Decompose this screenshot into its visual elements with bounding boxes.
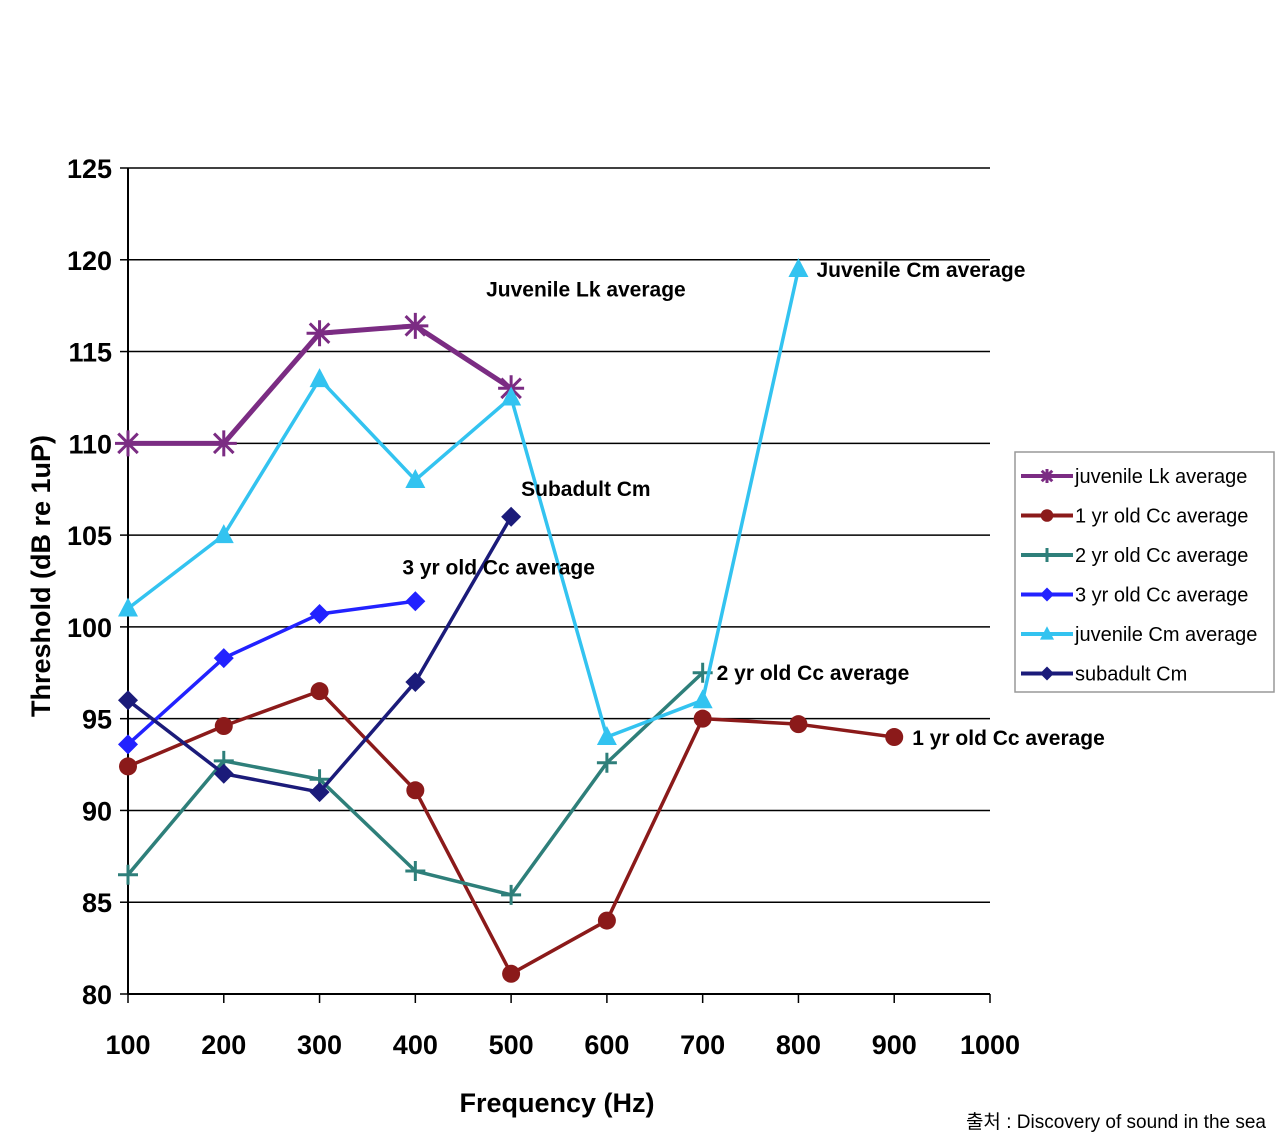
legend-box bbox=[1014, 451, 1275, 693]
data-point bbox=[885, 728, 904, 747]
data-point bbox=[596, 752, 617, 773]
data-point bbox=[692, 689, 713, 709]
y-tick-label: 100 bbox=[67, 613, 112, 643]
data-point bbox=[405, 469, 426, 489]
series-5 bbox=[118, 257, 809, 746]
data-point bbox=[406, 781, 425, 800]
data-point bbox=[210, 430, 237, 457]
x-tick-label: 200 bbox=[201, 1030, 246, 1060]
annotation-label: 3 yr old Cc average bbox=[402, 557, 595, 580]
annotation-label: 2 yr old Cc average bbox=[717, 662, 910, 685]
data-point bbox=[502, 964, 521, 983]
y-tick-label: 115 bbox=[68, 338, 112, 368]
legend-label: 1 yr old Cc average bbox=[1075, 506, 1248, 528]
data-point bbox=[1040, 626, 1054, 640]
legend-label: juvenile Cm average bbox=[1074, 624, 1257, 646]
data-point bbox=[405, 861, 426, 882]
legend-item: 1 yr old Cc average bbox=[1021, 506, 1248, 528]
data-point bbox=[115, 430, 141, 457]
series-2 bbox=[119, 682, 904, 983]
annotation-label: Subadult Cm bbox=[521, 478, 651, 501]
x-tick-label: 400 bbox=[393, 1030, 438, 1060]
annotation-label: Juvenile Lk average bbox=[486, 279, 686, 302]
data-point bbox=[309, 604, 330, 625]
data-point bbox=[788, 257, 809, 277]
data-point bbox=[118, 690, 138, 711]
legend-item: 2 yr old Cc average bbox=[1021, 545, 1248, 567]
x-tick-label: 100 bbox=[105, 1030, 150, 1060]
data-point bbox=[1040, 469, 1054, 483]
x-tick-label: 1000 bbox=[960, 1030, 1020, 1060]
legend-item: juvenile Lk average bbox=[1021, 466, 1247, 488]
legend-label: 3 yr old Cc average bbox=[1075, 585, 1248, 607]
data-point bbox=[1040, 666, 1054, 681]
y-axis-title: Threshold (dB re 1uP) bbox=[26, 435, 56, 717]
x-tick-label: 900 bbox=[872, 1030, 917, 1060]
data-point bbox=[119, 757, 137, 776]
series-6 bbox=[118, 506, 522, 803]
data-point bbox=[214, 717, 233, 736]
y-tick-label: 125 bbox=[67, 154, 112, 184]
x-tick-label: 800 bbox=[776, 1030, 821, 1060]
data-point bbox=[501, 506, 522, 527]
legend-label: juvenile Lk average bbox=[1074, 466, 1247, 488]
legend: juvenile Lk average 1 yr old Cc average 2 … bbox=[1014, 451, 1275, 693]
data-point bbox=[213, 524, 234, 544]
y-tick-label: 120 bbox=[67, 246, 112, 276]
data-point bbox=[310, 682, 329, 701]
x-tick-label: 700 bbox=[680, 1030, 725, 1060]
source-note: 출처 : Discovery of sound in the sea bbox=[965, 1112, 1266, 1133]
data-point bbox=[789, 715, 808, 734]
annotation-label: 1 yr old Cc average bbox=[912, 727, 1105, 750]
data-point bbox=[118, 864, 138, 885]
data-point bbox=[213, 648, 234, 669]
y-tick-label: 80 bbox=[82, 980, 112, 1010]
legend-label: subadult Cm bbox=[1075, 664, 1187, 686]
x-axis-title: Frequency (Hz) bbox=[459, 1088, 654, 1118]
data-point bbox=[402, 312, 429, 339]
data-point bbox=[405, 671, 426, 692]
data-point bbox=[309, 368, 330, 388]
data-point bbox=[1040, 509, 1054, 522]
legend-label: 2 yr old Cc average bbox=[1075, 545, 1248, 567]
legend-item: juvenile Cm average bbox=[1021, 624, 1257, 646]
x-tick-label: 300 bbox=[297, 1030, 342, 1060]
y-tick-label: 95 bbox=[82, 705, 112, 735]
data-point bbox=[596, 726, 617, 746]
data-point bbox=[1040, 548, 1054, 562]
annotations: Juvenile Cm average Juvenile Lk average Su… bbox=[402, 259, 1104, 750]
y-tick-label: 105 bbox=[67, 521, 112, 551]
x-tick-label: 500 bbox=[489, 1030, 534, 1060]
data-point bbox=[501, 386, 522, 406]
data-point bbox=[1040, 587, 1054, 602]
data-point bbox=[501, 884, 522, 905]
annotation-label: Juvenile Cm average bbox=[816, 259, 1025, 282]
data-point bbox=[213, 763, 234, 784]
data-point bbox=[405, 591, 426, 612]
y-tick-label: 90 bbox=[82, 796, 112, 826]
data-point bbox=[693, 709, 712, 728]
legend-item: 3 yr old Cc average bbox=[1021, 585, 1248, 607]
legend-item: subadult Cm bbox=[1021, 664, 1187, 686]
data-point bbox=[309, 782, 330, 803]
y-tick-label: 85 bbox=[82, 888, 112, 918]
data-point bbox=[118, 597, 138, 617]
gridlines bbox=[128, 167, 990, 995]
data-point bbox=[597, 911, 616, 930]
series-line bbox=[127, 689, 895, 976]
data-point bbox=[306, 320, 333, 347]
series-line bbox=[126, 268, 801, 739]
axes: 80 85 90 95 100 105 110 115 120 125 100 200 300 400 50… bbox=[26, 154, 1020, 1118]
series-line bbox=[126, 599, 416, 746]
series-group bbox=[115, 257, 904, 983]
y-tick-label: 110 bbox=[68, 429, 112, 459]
series-4 bbox=[118, 591, 426, 755]
x-tick-label: 600 bbox=[584, 1030, 629, 1060]
data-point bbox=[118, 734, 138, 755]
